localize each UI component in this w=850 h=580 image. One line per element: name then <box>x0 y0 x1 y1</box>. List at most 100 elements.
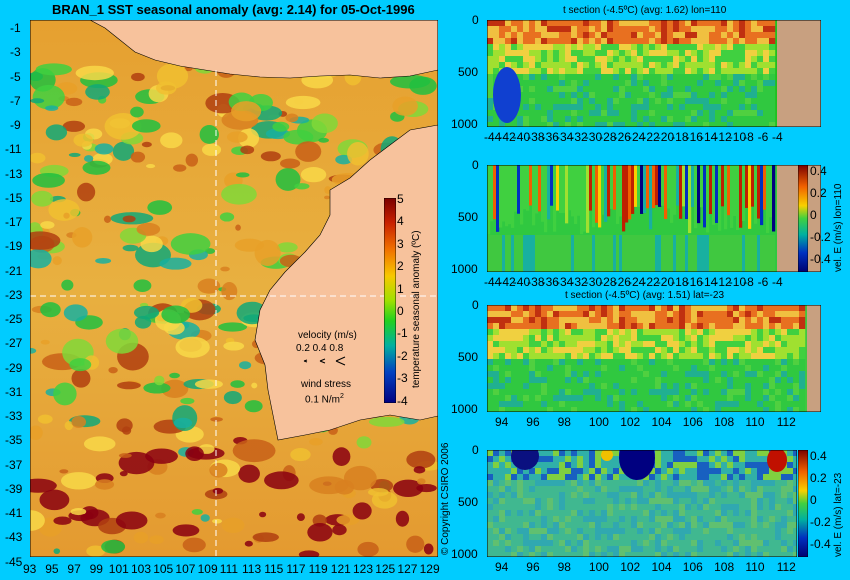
sst-anomaly-patch <box>30 152 46 164</box>
section-cell <box>517 371 524 378</box>
section-cell <box>499 32 506 39</box>
sst-anomaly-patch <box>423 543 434 555</box>
section-cell <box>643 80 650 87</box>
velocity-cell <box>607 516 614 523</box>
section-cell <box>721 383 728 390</box>
section-cell <box>793 377 800 384</box>
velocity-cell <box>709 468 716 475</box>
section-cell <box>793 347 800 354</box>
sst-anomaly-patch <box>170 233 211 255</box>
velocity-stripe <box>535 235 539 272</box>
sst-anomaly-patch <box>48 199 80 221</box>
velocity-stripe <box>760 165 764 226</box>
velocity-stripe <box>523 165 527 210</box>
velocity-cell <box>751 498 758 505</box>
section-cell <box>523 353 530 360</box>
section-cell <box>739 371 746 378</box>
velocity-cell <box>613 516 620 523</box>
section-cell <box>631 104 638 111</box>
section-cell <box>571 86 578 93</box>
section-cell <box>529 116 536 123</box>
velocity-cell <box>487 534 494 541</box>
section-cell <box>565 371 572 378</box>
section-cell <box>493 110 500 117</box>
section-cell <box>745 86 752 93</box>
velocity-cell <box>511 540 518 547</box>
section-cell <box>757 347 764 354</box>
section-cell <box>601 347 608 354</box>
section-cell <box>775 377 782 384</box>
section-cell <box>571 359 578 366</box>
section-cell <box>505 353 512 360</box>
section-cell <box>511 62 518 69</box>
section-cell <box>721 104 728 111</box>
panel1-y-tick-label: 0 <box>472 13 479 27</box>
velocity-cell <box>619 474 626 481</box>
section-cell <box>745 98 752 105</box>
velocity-cell <box>637 516 644 523</box>
section-cell <box>655 32 662 39</box>
section-cell <box>559 86 566 93</box>
section-cell <box>595 110 602 117</box>
section-cell <box>583 86 590 93</box>
section-cell <box>691 116 698 123</box>
section-cell <box>493 353 500 360</box>
velocity-cell <box>553 480 560 487</box>
velocity-cell <box>655 486 662 493</box>
panel4-x-tick-label: 106 <box>682 560 703 574</box>
velocity-cell <box>535 552 542 557</box>
section-cell <box>565 347 572 354</box>
section-cell <box>781 401 788 408</box>
velocity-cell <box>577 450 584 457</box>
velocity-cell <box>745 492 752 499</box>
velocity-cell <box>757 504 764 511</box>
panel3-x-tick-label: 102 <box>620 415 641 429</box>
section-cell <box>691 32 698 39</box>
velocity-cell <box>757 456 764 463</box>
velocity-cell <box>523 516 530 523</box>
section-cell <box>553 353 560 360</box>
section-cell <box>697 26 704 33</box>
sst-anomaly-patch <box>311 113 338 134</box>
section-cell <box>607 68 614 75</box>
velocity-cell <box>739 516 746 523</box>
section-cell <box>601 341 608 348</box>
panel4-colorbar-tick-label: 0.2 <box>810 471 827 485</box>
section-cell <box>505 407 512 412</box>
sst-anomaly-patch <box>218 322 248 332</box>
velocity-cell <box>649 510 656 517</box>
section-cell <box>763 323 770 330</box>
velocity-stripe <box>688 165 692 234</box>
velocity-cell <box>547 468 554 475</box>
section-cell <box>625 32 632 39</box>
velocity-cell <box>745 480 752 487</box>
section-cell <box>565 20 572 27</box>
section-cell <box>655 38 662 45</box>
section-cell <box>655 104 662 111</box>
section-cell <box>667 86 674 93</box>
velocity-cell <box>661 498 668 505</box>
section-cell <box>781 365 788 372</box>
velocity-stripe <box>505 165 509 227</box>
velocity-stripe <box>502 235 506 272</box>
section-cell <box>685 32 692 39</box>
velocity-cell <box>769 516 776 523</box>
section-cell <box>637 86 644 93</box>
section-cell <box>673 311 680 318</box>
velocity-cell <box>571 498 578 505</box>
velocity-cell <box>673 534 680 541</box>
section-cell <box>547 26 554 33</box>
velocity-cell <box>571 468 578 475</box>
velocity-cell <box>571 450 578 457</box>
section-cell <box>721 341 728 348</box>
section-cell <box>649 74 656 81</box>
section-cell <box>547 341 554 348</box>
section-cell <box>553 407 560 412</box>
section-cell <box>673 80 680 87</box>
sst-anomaly-patch <box>264 471 299 490</box>
velocity-stripe <box>667 235 671 272</box>
section-cell <box>499 377 506 384</box>
section-cell <box>769 341 776 348</box>
velocity-cell <box>787 474 794 481</box>
sst-anomaly-patch <box>136 222 161 236</box>
